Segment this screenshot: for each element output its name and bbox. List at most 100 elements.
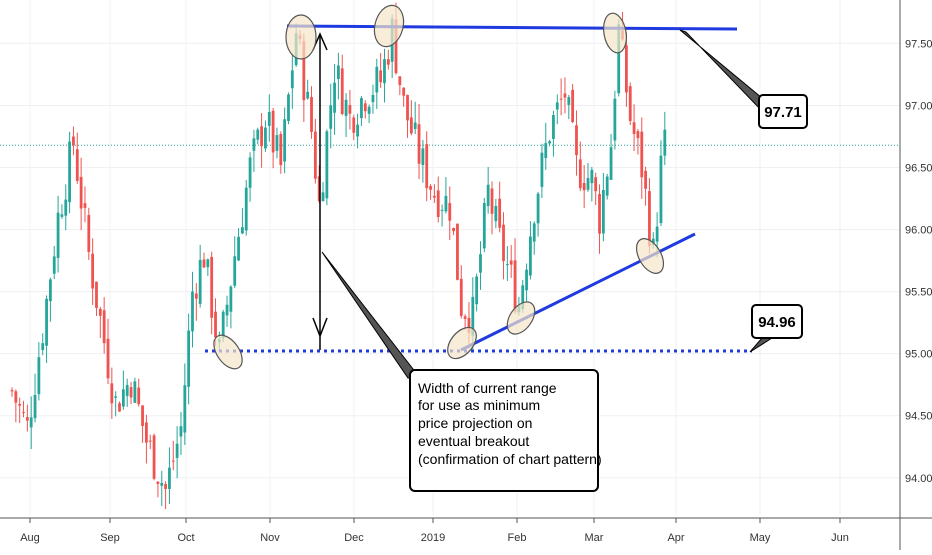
candle-body [160,482,164,486]
resistance-callout: 97.71 [679,29,808,129]
candle-body [486,184,490,207]
candle-body [360,98,363,119]
candle-body [125,384,129,396]
candle-body [367,106,371,114]
candle-body [264,127,267,149]
candle-body [659,155,663,224]
candle-body [14,391,18,403]
x-tick-label: Aug [20,532,40,544]
candle-body [536,193,540,224]
candle-body [448,203,452,221]
candle-body [10,389,14,392]
candle-body [202,259,206,268]
candle-body [386,59,390,65]
callout-line: Width of current range [418,380,557,396]
candle-body [479,254,482,273]
candle-body [194,293,198,299]
candle-body [114,396,118,398]
candle-body [287,94,290,121]
candle-body [156,481,160,484]
candle-body [337,65,340,79]
candle-body [371,95,375,103]
x-tick-label: Oct [177,532,194,544]
highlight-ellipse [285,14,317,60]
candle-body [152,435,156,479]
candle-body [252,138,256,151]
y-tick-label: 97.00 [905,100,932,112]
candle-body [594,177,598,192]
candle-body [383,59,386,84]
candle-body [433,195,436,198]
candle-body [267,112,271,126]
candle-body [582,183,586,191]
candle-body [552,115,555,139]
candle-body [95,281,98,308]
candle-body [555,102,559,110]
candle-body [321,192,325,202]
candle-body [271,110,275,153]
candle-body [459,278,463,316]
candle-body [148,440,152,442]
candle-body [375,66,379,93]
candle-body [260,126,263,147]
y-tick-label: 97.50 [905,38,932,50]
candle-body [317,176,321,202]
candle-body [636,131,640,139]
candle-body [613,98,617,141]
candle-body [72,136,75,146]
highlight-ellipse [506,301,536,335]
candle-body [60,214,64,217]
candle-body [567,97,571,105]
candle-body [241,227,244,234]
candle-body [175,443,179,458]
y-tick-label: 94.00 [905,473,932,485]
candle-body [494,205,498,222]
candle-body [482,203,486,249]
candle-body [544,143,548,159]
candle-body [49,279,52,302]
candle-body [586,178,590,190]
highlight-ellipse [373,4,405,48]
candle-body [275,135,279,151]
x-tick-label: Nov [260,532,280,544]
candle-body [559,98,563,100]
candle-body [129,387,133,398]
candle-body [663,129,667,156]
candle-body [467,317,471,333]
candle-body [306,91,310,99]
candle-body [313,131,317,179]
x-tick-label: 2019 [421,532,445,544]
candle-body [91,253,95,289]
candle-body [398,76,402,86]
candle-body [651,238,655,246]
candle-body [206,259,210,268]
candle-body [29,417,33,428]
resistance-trendline [286,24,738,31]
candle-body [532,223,536,242]
candle-body [256,129,260,140]
candle-body [229,286,233,312]
candle-body [187,330,191,387]
candle-body [64,199,68,216]
candle-body [655,226,659,242]
candle-body [609,147,613,180]
candle-body [68,141,71,203]
candle-body [183,385,187,433]
candle-body [471,296,475,336]
candle-body [598,194,601,234]
candle-body [444,195,448,212]
candle-body [498,198,502,228]
candle-body [509,260,513,265]
y-tick-label: 95.50 [905,287,932,299]
candle-body [417,124,421,164]
candle-body [290,70,294,89]
candle-body [490,188,494,214]
candle-body [52,256,56,274]
candle-body [640,131,644,178]
candle-body [141,405,144,426]
candle-body [329,105,333,129]
candle-body [225,304,229,316]
candle-body [456,223,459,280]
